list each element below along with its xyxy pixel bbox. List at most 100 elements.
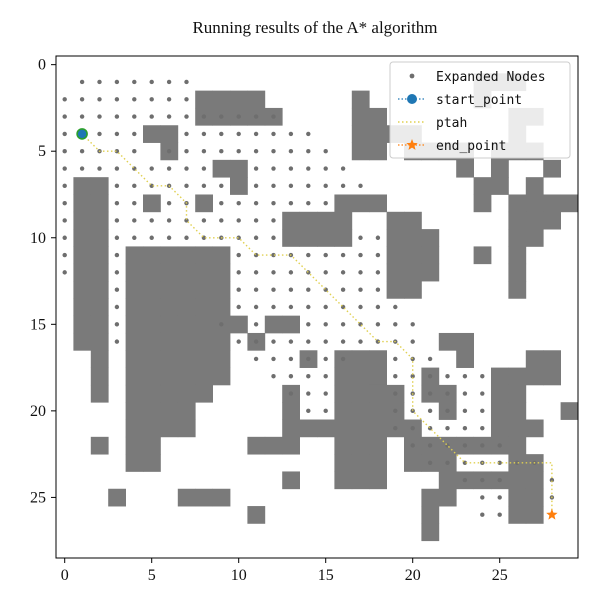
expanded-node: [236, 149, 241, 154]
expanded-node: [114, 114, 120, 119]
expanded-node: [288, 339, 294, 344]
expanded-node: [132, 235, 137, 240]
expanded-node: [253, 200, 259, 206]
expanded-node: [79, 97, 85, 102]
expanded-node: [132, 218, 137, 223]
obstacle-cell: [369, 194, 387, 213]
obstacle-cell: [177, 332, 196, 351]
y-tick-label: 5: [38, 143, 46, 160]
obstacle-cell: [334, 454, 353, 472]
obstacle-cell: [143, 194, 161, 213]
expanded-node: [358, 235, 363, 240]
expanded-node: [306, 356, 311, 362]
expanded-node: [288, 149, 294, 154]
obstacle-cell: [143, 298, 161, 317]
expanded-node: [236, 235, 241, 240]
expanded-node: [410, 425, 415, 431]
expanded-node: [79, 114, 85, 119]
obstacle-cell: [90, 246, 109, 265]
expanded-node: [219, 322, 224, 327]
plot-frame: [55, 55, 579, 559]
expanded-node: [323, 149, 328, 154]
obstacle-cell: [525, 419, 544, 438]
expanded-node: [201, 114, 207, 119]
expanded-node: [114, 339, 120, 344]
obstacle-cell: [247, 90, 266, 109]
obstacle-cell: [508, 419, 527, 438]
obstacle-cell: [143, 454, 161, 472]
expanded-node: [184, 114, 189, 119]
obstacle-cell: [456, 332, 474, 351]
expanded-node: [253, 183, 259, 189]
legend-label: Expanded Nodes: [436, 70, 546, 85]
expanded-node: [306, 270, 311, 275]
expanded-node: [79, 166, 85, 171]
expanded-node: [288, 374, 294, 379]
expanded-node: [288, 183, 294, 189]
expanded-node: [427, 443, 433, 448]
obstacle-cell: [386, 263, 405, 282]
expanded-node: [62, 131, 67, 137]
obstacle-cell: [351, 367, 370, 386]
obstacle-cell: [177, 367, 196, 386]
obstacle-cell: [508, 471, 527, 490]
expanded-node: [427, 374, 433, 379]
expanded-node: [288, 391, 294, 396]
obstacle-cell: [508, 488, 527, 507]
expanded-node: [97, 79, 102, 85]
expanded-node: [253, 287, 259, 292]
expanded-node: [358, 252, 363, 258]
expanded-node: [166, 166, 172, 171]
obstacle-cell: [125, 384, 144, 403]
obstacle-cell: [73, 211, 92, 230]
obstacle-cell: [160, 402, 179, 420]
expanded-node: [201, 183, 207, 189]
obstacle-cell: [177, 350, 196, 368]
obstacle-cell: [125, 367, 144, 386]
x-tick-label: 5: [148, 567, 156, 584]
obstacle-cell: [421, 229, 440, 247]
expanded-node: [149, 218, 154, 223]
obstacle-cell: [334, 471, 353, 490]
expanded-node: [114, 252, 120, 258]
obstacle-cell: [160, 367, 179, 386]
x-tick-label: 0: [61, 567, 69, 584]
expanded-node: [149, 166, 154, 171]
expanded-node: [253, 304, 259, 310]
expanded-node: [97, 166, 102, 171]
obstacle-cell: [456, 350, 474, 368]
obstacle-cell: [160, 419, 179, 438]
expanded-node: [393, 322, 398, 327]
obstacle-cell: [212, 159, 231, 178]
obstacle-cell: [473, 246, 492, 265]
obstacle-cell: [421, 523, 440, 542]
obstacle-cell: [386, 229, 405, 247]
obstacle-cell: [264, 315, 283, 334]
expanded-node: [497, 460, 502, 465]
obstacle-cell: [125, 315, 144, 334]
expanded-node: [306, 339, 311, 344]
expanded-node: [132, 131, 137, 137]
expanded-node: [358, 287, 363, 292]
expanded-node: [480, 391, 485, 396]
expanded-node: [236, 304, 241, 310]
expanded-node: [323, 339, 328, 344]
obstacle-cell: [508, 436, 527, 455]
expanded-node: [166, 235, 172, 240]
expanded-node: [323, 200, 328, 206]
obstacle-cell: [212, 488, 231, 507]
obstacle-cell: [143, 367, 161, 386]
expanded-node: [114, 131, 120, 137]
obstacle-cell: [212, 90, 231, 109]
obstacle-cell: [560, 194, 579, 213]
expanded-node: [306, 183, 311, 189]
obstacle-cell: [543, 367, 561, 386]
expanded-node: [236, 131, 241, 137]
expanded-node: [97, 97, 102, 102]
expanded-node: [253, 270, 259, 275]
expanded-node: [549, 477, 555, 483]
obstacle-cell: [195, 315, 213, 334]
expanded-node: [114, 97, 120, 102]
obstacle-cell: [369, 454, 387, 472]
